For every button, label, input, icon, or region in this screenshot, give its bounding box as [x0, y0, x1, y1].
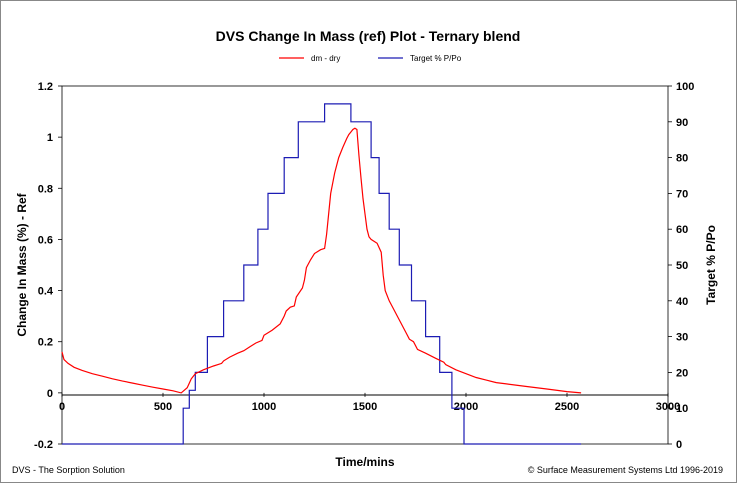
footer-left: DVS - The Sorption Solution [12, 465, 125, 475]
chart-title: DVS Change In Mass (ref) Plot - Ternary … [216, 28, 521, 44]
y-axis-ticks: -0.2 0 0.2 0.4 0.6 0.8 1 1.2 [34, 81, 62, 451]
y2-tick-label-8: 80 [676, 153, 688, 165]
x-tick-label-5: 2500 [555, 401, 579, 413]
footer-right: © Surface Measurement Systems Ltd 1996-2… [527, 465, 723, 475]
legend: dm - dry Target % P/Po [279, 54, 462, 63]
y2-tick-label-5: 50 [676, 260, 688, 272]
y2-tick-label-0: 0 [676, 439, 682, 451]
y-tick-label-3: 0.4 [38, 286, 54, 298]
x-tick-label-2: 1000 [252, 401, 276, 413]
y2-tick-label-10: 100 [676, 81, 694, 93]
y-tick-label-6: 1 [47, 132, 53, 144]
series-dm-dry [61, 127, 582, 394]
y2-tick-label-3: 30 [676, 332, 688, 344]
x-axis-label: Time/mins [335, 455, 394, 469]
y2-axis-ticks: 0 10 20 30 40 50 60 70 80 90 100 [668, 81, 694, 451]
y2-tick-label-1: 10 [676, 403, 688, 415]
y2-tick-label-4: 40 [676, 296, 688, 308]
x-axis-ticks: 0 500 1000 1500 2000 2500 3000 [59, 392, 680, 413]
y-tick-label-4: 0.6 [38, 234, 53, 246]
legend-label-target: Target % P/Po [410, 54, 462, 63]
y-tick-label-5: 0.8 [38, 183, 53, 195]
y-tick-label-2: 0.2 [38, 337, 53, 349]
y2-tick-label-9: 90 [676, 117, 688, 129]
y2-tick-label-2: 20 [676, 367, 688, 379]
y-tick-label-7: 1.2 [38, 81, 53, 93]
series-target-ppo [62, 103, 582, 445]
x-tick-label-3: 1500 [353, 401, 377, 413]
y-axis-label: Change In Mass (%) - Ref [15, 192, 29, 336]
y-tick-label-1: 0 [47, 388, 53, 400]
x-tick-label-4: 2000 [454, 401, 478, 413]
legend-label-dm-dry: dm - dry [311, 54, 340, 63]
y2-tick-label-7: 70 [676, 188, 688, 200]
x-tick-label-1: 500 [154, 401, 172, 413]
x-tick-label-6: 3000 [656, 401, 680, 413]
x-tick-label-0: 0 [59, 401, 65, 413]
y-tick-label-0: -0.2 [34, 439, 53, 451]
plot-area [61, 85, 669, 445]
y2-axis-label: Target % P/Po [704, 225, 718, 305]
y2-tick-label-6: 60 [676, 224, 688, 236]
